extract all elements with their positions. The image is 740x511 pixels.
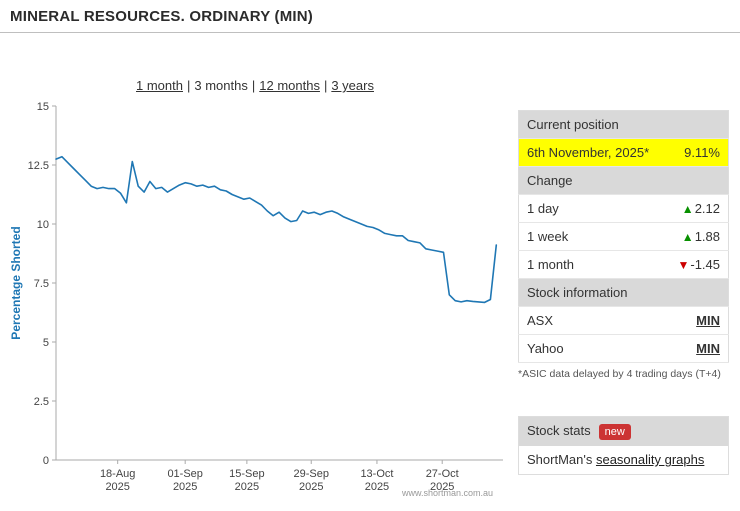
title-bar: MINERAL RESOURCES. ORDINARY (MIN) xyxy=(0,0,740,33)
svg-text:0: 0 xyxy=(43,455,49,467)
asx-min-link[interactable]: MIN xyxy=(696,313,720,328)
info-panel: Current position 6th November, 2025* 9.1… xyxy=(518,110,729,475)
yahoo-min-link[interactable]: MIN xyxy=(696,341,720,356)
stock-info-label: ASX xyxy=(518,306,666,335)
stock-info-label: Yahoo xyxy=(518,334,666,363)
change-header-row: Change xyxy=(518,166,729,195)
change-row-1-day: 1 day ▲2.12 xyxy=(518,194,729,223)
change-arrow: ▼ xyxy=(677,258,690,272)
svg-text:Percentage Shorted: Percentage Shorted xyxy=(9,226,23,339)
shorted-percentage-chart: 0 2.5 5 7.5 10 12.5 15 18-Aug 2025 01-Sep 2025 15-S… xyxy=(9,101,503,498)
seasonality-graphs-link[interactable]: seasonality graphs xyxy=(595,452,705,468)
svg-text:www.shortman.com.au: www.shortman.com.au xyxy=(401,488,493,498)
change-label: 1 month xyxy=(518,250,666,279)
current-position-header: Current position xyxy=(518,110,729,139)
stock-information-header-row: Stock information xyxy=(518,278,729,307)
svg-text:12.5: 12.5 xyxy=(28,160,49,172)
page-title: MINERAL RESOURCES. ORDINARY (MIN) xyxy=(10,8,314,25)
chart-area: 0 2.5 5 7.5 10 12.5 15 18-Aug 2025 01-Sep 2025 15-S… xyxy=(6,92,514,506)
range-link-3-years[interactable]: 3 years xyxy=(331,78,374,93)
range-current-3-months: 3 months xyxy=(194,78,248,93)
current-position-date: 6th November, 2025* xyxy=(518,138,666,167)
current-position-row: 6th November, 2025* 9.11% xyxy=(518,138,729,167)
change-arrow: ▲ xyxy=(681,230,694,244)
stock-info-row-yahoo: Yahoo MIN xyxy=(518,334,729,363)
svg-text:5: 5 xyxy=(43,337,49,349)
change-header: Change xyxy=(518,166,729,195)
new-badge: new xyxy=(598,424,631,440)
stock-stats-header-row: Stock stats new xyxy=(518,416,729,446)
change-label: 1 week xyxy=(518,222,666,251)
stock-info-row-asx: ASX MIN xyxy=(518,306,729,335)
svg-text:2.5: 2.5 xyxy=(34,396,49,408)
stock-stats-header: Stock stats xyxy=(527,423,591,438)
position-table: Current position 6th November, 2025* 9.1… xyxy=(518,110,729,363)
current-position-header-row: Current position xyxy=(518,110,729,139)
asic-delay-footnote: *ASIC data delayed by 4 trading days (T+… xyxy=(518,368,721,380)
svg-text:15: 15 xyxy=(37,101,49,113)
change-label: 1 day xyxy=(518,194,666,223)
change-value: 1.88 xyxy=(694,229,720,244)
stock-stats-table: Stock stats new ShortMan's seasonality gr… xyxy=(518,416,729,475)
nav-separator: | xyxy=(323,78,328,93)
current-position-value: 9.11% xyxy=(665,138,729,167)
change-row-1-week: 1 week ▲1.88 xyxy=(518,222,729,251)
range-nav: 1 month | 3 months | 12 months | 3 years xyxy=(55,78,455,93)
stock-information-header: Stock information xyxy=(518,278,729,307)
nav-separator: | xyxy=(251,78,256,93)
nav-separator: | xyxy=(186,78,191,93)
svg-text:10: 10 xyxy=(37,219,49,231)
change-arrow: ▲ xyxy=(681,202,694,216)
seasonality-prefix: ShortMan's xyxy=(527,452,596,468)
svg-text:7.5: 7.5 xyxy=(34,278,49,290)
change-value: 2.12 xyxy=(694,201,720,216)
range-link-12-months[interactable]: 12 months xyxy=(259,78,320,93)
change-value: -1.45 xyxy=(690,257,720,272)
seasonality-row: ShortMan's seasonality graphs xyxy=(519,446,729,474)
change-row-1-month: 1 month ▼-1.45 xyxy=(518,250,729,279)
range-link-1-month[interactable]: 1 month xyxy=(136,78,183,93)
